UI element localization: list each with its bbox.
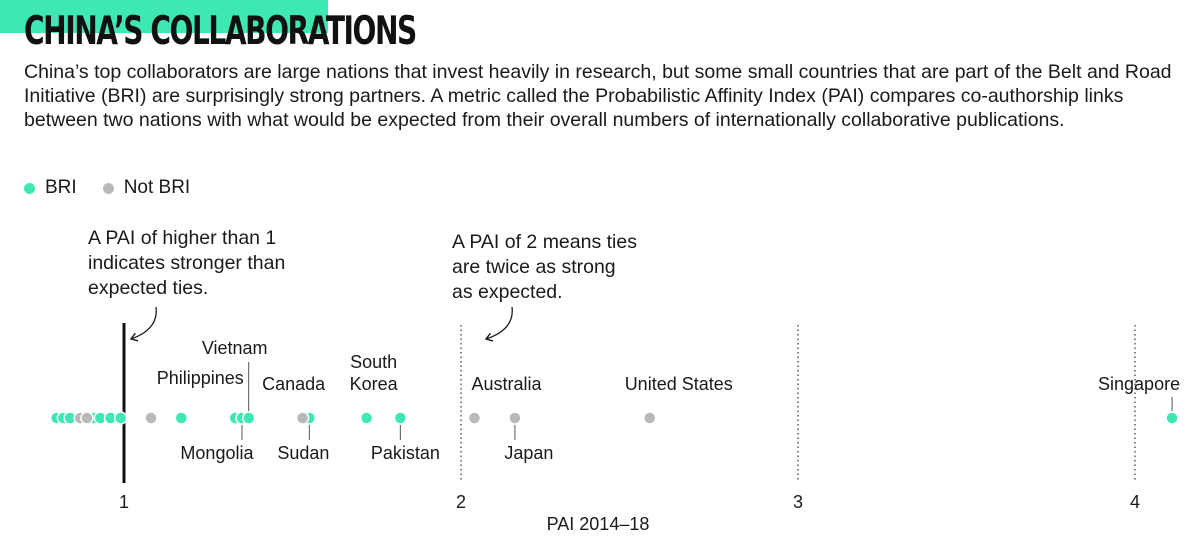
legend-item-bri: BRI bbox=[24, 176, 77, 200]
point-label-south-korea: South Korea bbox=[350, 352, 399, 394]
legend-label-bri: BRI bbox=[45, 177, 77, 198]
x-tick-label-3: 3 bbox=[793, 492, 803, 512]
data-point-united-states bbox=[642, 411, 657, 425]
data-point-australia bbox=[467, 411, 482, 425]
point-label-united-states: United States bbox=[625, 374, 733, 394]
data-point-canada bbox=[295, 411, 310, 425]
point-label-japan: Japan bbox=[504, 443, 553, 463]
x-axis-label: PAI 2014–18 bbox=[547, 514, 650, 534]
legend-swatch-not-bri bbox=[102, 182, 114, 194]
data-point-philippines bbox=[174, 411, 189, 425]
chart-description: China’s top collaborators are large nati… bbox=[24, 61, 1172, 131]
data-point-singapore bbox=[1165, 411, 1179, 425]
data-point-vietnam bbox=[241, 411, 256, 425]
legend-swatch-bri bbox=[24, 182, 35, 194]
legend-label-not-bri: Not BRI bbox=[123, 177, 191, 198]
x-tick-label-1: 1 bbox=[119, 492, 129, 512]
title-accent-bar bbox=[0, 0, 328, 33]
x-tick-label-4: 4 bbox=[1130, 492, 1140, 512]
point-label-pakistan: Pakistan bbox=[371, 443, 440, 463]
data-point-not-bri-2 bbox=[80, 411, 94, 425]
data-point-not-bri-3 bbox=[144, 411, 158, 425]
annotation-pai-2: A PAI of 2 means ties are twice as stron… bbox=[452, 231, 637, 303]
point-label-singapore: Singapore bbox=[1098, 374, 1180, 394]
point-label-vietnam: Vietnam bbox=[202, 338, 268, 358]
data-point-japan bbox=[508, 411, 522, 425]
annotation-arrow-1 bbox=[129, 306, 157, 342]
point-label-mongolia: Mongolia bbox=[180, 443, 254, 463]
legend-item-not-bri: Not BRI bbox=[102, 176, 191, 200]
point-label-philippines: Philippines bbox=[157, 368, 244, 388]
data-point-pakistan bbox=[393, 411, 408, 425]
annotation-pai-above-1: A PAI of higher than 1 indicates stronge… bbox=[88, 227, 286, 299]
data-point-south-korea bbox=[359, 411, 374, 425]
point-label-canada: Canada bbox=[262, 374, 326, 394]
point-label-australia: Australia bbox=[471, 374, 542, 394]
point-label-sudan: Sudan bbox=[277, 443, 329, 463]
page-title: CHINA’S COLLABORATIONS bbox=[24, 9, 417, 54]
data-point-bri-7 bbox=[113, 411, 128, 425]
legend: BRI Not BRI bbox=[24, 176, 216, 200]
x-tick-label-2: 2 bbox=[456, 492, 466, 512]
annotation-arrow-2 bbox=[484, 306, 513, 342]
